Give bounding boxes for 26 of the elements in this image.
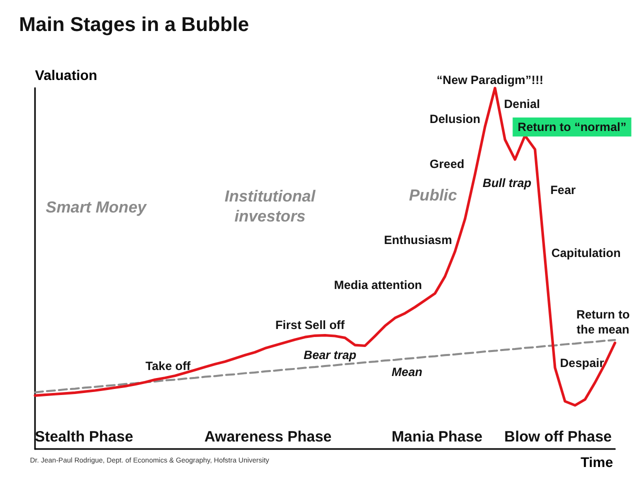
- chart-title: Main Stages in a Bubble: [19, 14, 250, 36]
- annotation: Bear trap: [304, 348, 356, 362]
- y-axis-title: Valuation: [35, 67, 98, 83]
- annotation: Mania Phase: [392, 428, 482, 446]
- annotation: Denial: [504, 97, 540, 111]
- text: “New Paradigm”!!!: [436, 73, 544, 87]
- annotation: Awareness Phase: [204, 428, 332, 446]
- annotation: Blow off Phase: [504, 428, 612, 446]
- annotation: Enthusiasm: [384, 233, 452, 247]
- annotation: Take off: [145, 359, 192, 373]
- annotation: Institutional investors: [224, 188, 316, 226]
- annotation: Mean: [392, 365, 422, 379]
- annotation: Despair: [560, 356, 604, 370]
- x-axis-title: Time: [580, 454, 614, 470]
- annotation: Smart Money: [46, 200, 148, 216]
- annotation: First Sell off: [275, 318, 346, 332]
- annotation: Greed: [430, 157, 464, 171]
- annotation: Capitulation: [551, 246, 621, 260]
- annotation: Return to the mean: [576, 308, 630, 336]
- annotation: Delusion: [430, 112, 480, 126]
- annotation: Fear: [550, 183, 576, 197]
- annotation: Bull trap: [482, 176, 532, 190]
- annotation: Return to “normal”: [518, 120, 626, 134]
- annotation: Media attention: [334, 278, 422, 292]
- annotation: Stealth Phase: [34, 428, 134, 446]
- annotation: Public: [408, 188, 458, 204]
